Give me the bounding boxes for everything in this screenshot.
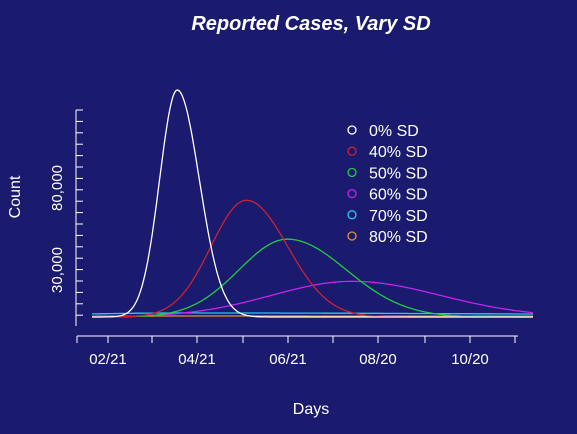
- legend-label: 70% SD: [369, 208, 428, 225]
- legend-marker: [347, 146, 357, 156]
- series-line-70sd: [92, 312, 534, 315]
- legend-marker: [347, 210, 357, 220]
- y-axis-label: Count: [7, 175, 24, 218]
- y-tick-label: 30,000: [49, 247, 66, 293]
- legend-label: 50% SD: [369, 165, 428, 182]
- legend-label: 60% SD: [369, 187, 428, 204]
- series-line-0sd: [92, 89, 533, 318]
- x-tick-label: 04/21: [178, 351, 216, 368]
- x-tick-label: 06/21: [269, 351, 307, 368]
- legend: 0% SD 40% SD 50% SD 60% SD 70% SD 80% SD: [347, 123, 428, 246]
- legend-marker: [347, 125, 357, 135]
- y-tick-label: 80,000: [49, 165, 66, 211]
- chart-title: Reported Cases, Vary SD: [191, 13, 430, 35]
- legend-label: 80% SD: [369, 229, 428, 246]
- x-tick-label: 02/21: [89, 351, 127, 368]
- legend-label: 40% SD: [369, 144, 428, 161]
- legend-marker: [347, 167, 357, 178]
- legend-marker: [347, 188, 357, 199]
- x-tick-label: 08/20: [359, 351, 397, 368]
- series-line-50sd: [92, 238, 533, 318]
- x-axis-label: Days: [293, 401, 329, 418]
- legend-marker: [347, 231, 357, 241]
- series-line-40sd: [92, 199, 533, 318]
- x-tick-label: 10/20: [451, 351, 489, 368]
- series-group: [92, 89, 534, 318]
- axes: 02/21 04/21 06/21 08/20 10/20 30,000 80,000: [49, 109, 518, 368]
- legend-label: 0% SD: [369, 123, 419, 140]
